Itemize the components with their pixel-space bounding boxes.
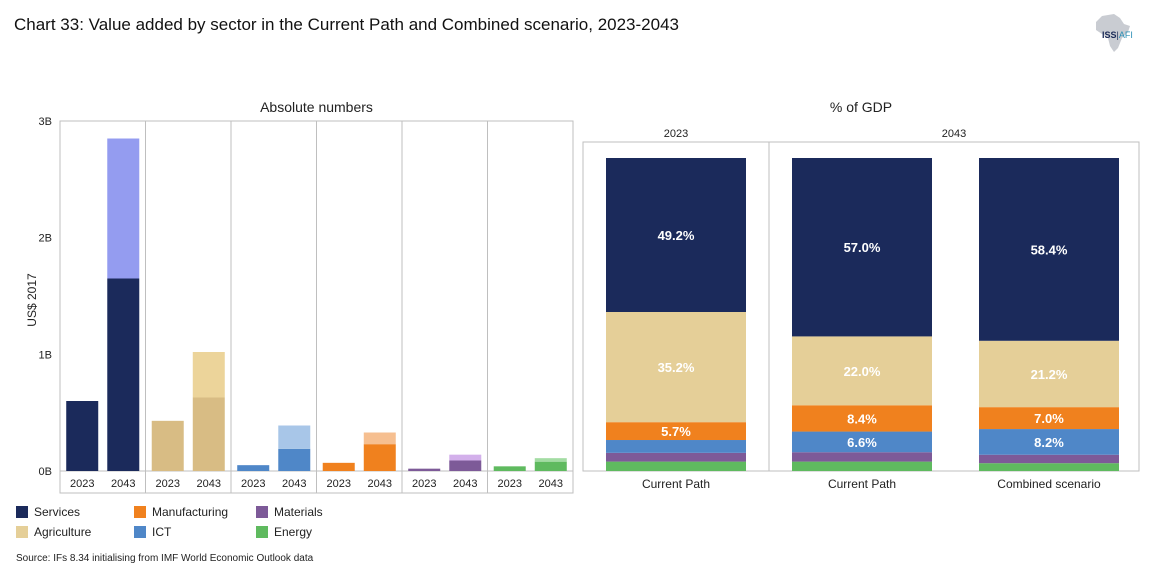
x-tick-label: 2023 <box>155 478 179 490</box>
data-label-ict: 6.6% <box>847 435 877 450</box>
stack-services-bar-1 <box>792 158 932 337</box>
x-tick-label: 2023 <box>326 478 350 490</box>
x-tick-label: 2023 <box>70 478 94 490</box>
africa-map-icon <box>1096 14 1130 52</box>
legend-swatch <box>134 526 146 538</box>
x-tick-label: 2023 <box>412 478 436 490</box>
data-label-agriculture: 21.2% <box>1031 367 1068 382</box>
legend-label: Agriculture <box>34 525 92 539</box>
x-tick-label: 2043 <box>453 478 477 490</box>
bar-category-label: Current Path <box>642 477 710 491</box>
stack-energy-bar-2 <box>979 463 1119 471</box>
y-tick-label: 1B <box>39 349 52 361</box>
legend-item-services: Services <box>16 505 80 519</box>
data-label-services: 58.4% <box>1031 242 1068 257</box>
stack-ict-bar-1 <box>792 431 932 453</box>
y-tick-label: 3B <box>39 116 52 128</box>
data-label-manufacturing: 7.0% <box>1034 411 1064 426</box>
x-tick-label: 2043 <box>539 478 563 490</box>
stack-manufacturing-bar-0 <box>606 422 746 441</box>
legend: Services Manufacturing Materials Agricultur… <box>16 505 356 545</box>
y-axis-label: US$ 2017 <box>25 273 39 327</box>
charts-canvas: Absolute numbers US$ 2017 0B 1B 2B 3B 2023 2043… <box>25 99 1140 494</box>
bar-services-2023-current-path <box>66 401 99 471</box>
logo-brand: ISS <box>1102 30 1117 40</box>
stack-materials-bar-2 <box>979 454 1119 464</box>
y-tick-label: 0B <box>39 466 52 478</box>
bar-manufacturing-2043-combined-gain <box>363 432 396 445</box>
stack-services-bar-2 <box>979 158 1119 341</box>
panel-label-2023: 2023 <box>664 128 688 140</box>
data-label-manufacturing: 5.7% <box>661 424 691 439</box>
data-label-agriculture: 35.2% <box>658 360 695 375</box>
panel-label-2043: 2043 <box>942 128 966 140</box>
bar-category-label: Combined scenario <box>997 477 1101 491</box>
stack-services-bar-0 <box>606 158 746 312</box>
bar-ict-2043-current-path <box>278 448 311 471</box>
bar-ict-2023-current-path <box>237 465 270 471</box>
legend-label: ICT <box>152 525 172 539</box>
bar-materials-2023-current-path <box>408 468 441 471</box>
stack-agriculture-bar-2 <box>979 340 1119 408</box>
stack-energy-bar-0 <box>606 461 746 471</box>
bar-manufacturing-2043-current-path <box>363 444 396 471</box>
stack-manufacturing-bar-1 <box>792 405 932 432</box>
x-tick-label: 2043 <box>368 478 392 490</box>
bar-agriculture-2043-combined-gain <box>192 352 225 398</box>
data-label-manufacturing: 8.4% <box>847 411 877 426</box>
bar-agriculture-2043-current-path <box>192 397 225 471</box>
bar-services-2043-combined-gain <box>107 138 140 279</box>
x-tick-label: 2023 <box>497 478 521 490</box>
data-label-services: 49.2% <box>658 228 695 243</box>
stack-agriculture-bar-1 <box>792 336 932 406</box>
legend-item-energy: Energy <box>256 525 312 539</box>
x-tick-label: 2043 <box>282 478 306 490</box>
bar-energy-2043-current-path <box>534 461 567 471</box>
bar-energy-2023-current-path <box>493 466 526 471</box>
bar-materials-2043-combined-gain <box>449 454 482 461</box>
bar-agriculture-2023-current-path <box>151 420 184 471</box>
legend-swatch <box>256 526 268 538</box>
stack-ict-bar-2 <box>979 429 1119 455</box>
bar-energy-2043-combined-gain <box>534 458 567 462</box>
stack-ict-bar-0 <box>606 440 746 453</box>
legend-item-agriculture: Agriculture <box>16 525 91 539</box>
data-label-ict: 8.2% <box>1034 435 1064 450</box>
y-tick-label: 2B <box>39 233 52 245</box>
legend-swatch <box>16 506 28 518</box>
legend-swatch <box>134 506 146 518</box>
legend-swatch <box>16 526 28 538</box>
left-chart-title: Absolute numbers <box>260 99 373 115</box>
chart-title: Chart 33: Value added by sector in the C… <box>14 15 679 34</box>
stack-energy-bar-1 <box>792 461 932 471</box>
logo-text: ISS|AFI <box>1102 30 1133 40</box>
legend-swatch <box>256 506 268 518</box>
bar-manufacturing-2023-current-path <box>322 462 355 471</box>
stack-manufacturing-bar-2 <box>979 407 1119 430</box>
legend-item-ict: ICT <box>134 525 171 539</box>
x-tick-label: 2043 <box>197 478 221 490</box>
stack-agriculture-bar-0 <box>606 311 746 423</box>
legend-label: Materials <box>274 505 323 519</box>
source-note: Source: IFs 8.34 initialising from IMF W… <box>16 553 314 564</box>
data-label-agriculture: 22.0% <box>844 364 881 379</box>
x-tick-label: 2023 <box>241 478 265 490</box>
legend-label: Services <box>34 505 81 519</box>
x-tick-label: 2043 <box>111 478 135 490</box>
legend-item-manufacturing: Manufacturing <box>134 505 228 519</box>
bar-ict-2043-combined-gain <box>278 425 311 449</box>
legend-label: Energy <box>274 525 313 539</box>
data-label-services: 57.0% <box>844 240 881 255</box>
right-chart-title: % of GDP <box>830 99 892 115</box>
bar-category-label: Current Path <box>828 477 896 491</box>
stack-materials-bar-1 <box>792 452 932 462</box>
logo-suffix: AFI <box>1118 30 1133 40</box>
stack-materials-bar-0 <box>606 452 746 462</box>
legend-item-materials: Materials <box>256 505 323 519</box>
bar-services-2043-current-path <box>107 278 140 471</box>
bar-materials-2043-current-path <box>449 460 482 471</box>
legend-label: Manufacturing <box>152 505 229 519</box>
